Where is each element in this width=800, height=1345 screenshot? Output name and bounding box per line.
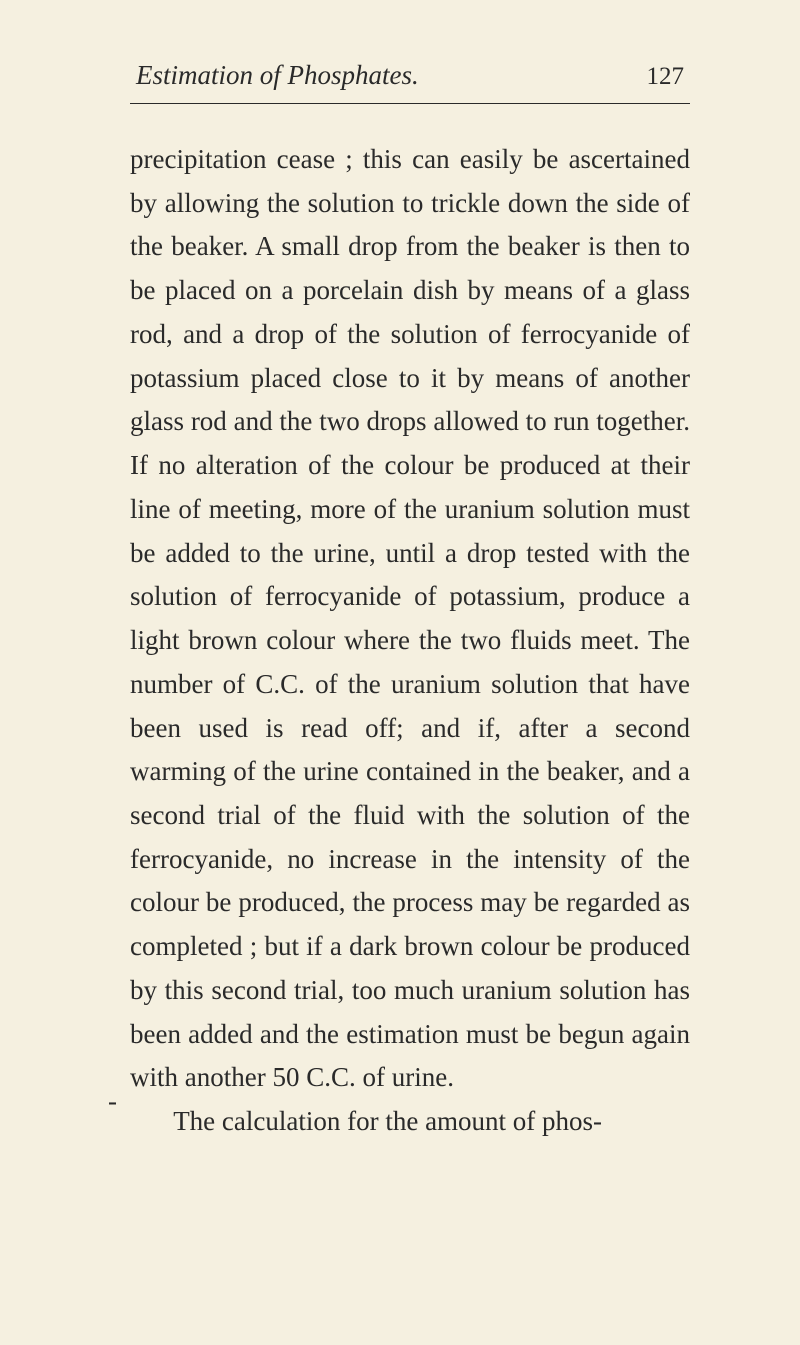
page-number: 127: [647, 63, 685, 91]
page: Estimation of Phosphates. 127 precipitat…: [0, 0, 800, 1345]
header-rule: [130, 103, 690, 104]
running-header: Estimation of Phosphates. 127: [130, 60, 690, 91]
header-title: Estimation of Phosphates.: [136, 60, 419, 91]
body-text: precipitation cease ; this can easily be…: [130, 138, 690, 1144]
paragraph-1: precipitation cease ; this can easily be…: [130, 138, 690, 1100]
margin-mark: -: [108, 1086, 117, 1117]
paragraph-2: The calculation for the amount of phos-: [130, 1100, 690, 1144]
